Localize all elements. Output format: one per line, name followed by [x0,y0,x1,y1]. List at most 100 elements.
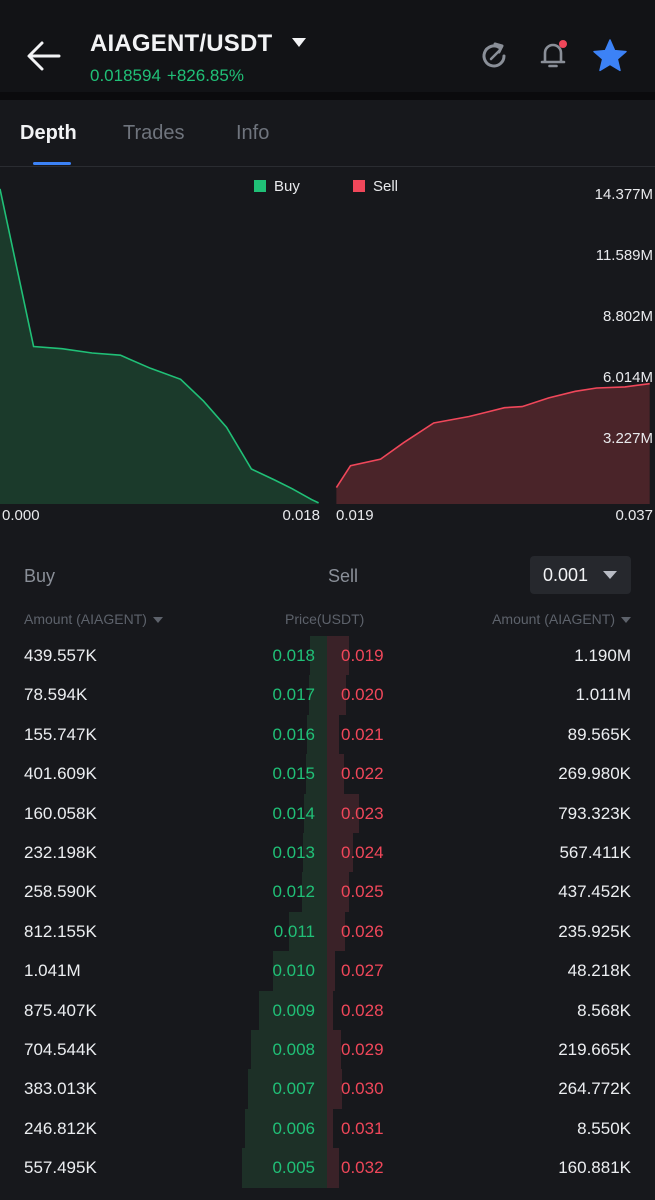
col-amount-sell[interactable]: Amount (AIAGENT) [492,611,631,627]
bell-icon[interactable] [536,38,570,72]
buy-price: 0.017 [272,685,315,705]
sell-depth-bar [327,636,349,676]
sell-price: 0.022 [341,764,384,784]
orderbook-row[interactable]: 401.609K 0.015 0.022 269.980K [0,754,655,794]
y-tick-label: 6.014M [603,369,653,386]
buy-depth-bar [259,990,327,1030]
legend-swatch-buy [254,180,266,192]
buy-amount: 875.407K [24,1000,97,1020]
buy-side-label: Buy [24,566,56,586]
top-bar: AIAGENT/USDT 0.018594 +826.85% [0,0,655,92]
sell-amount: 437.452K [558,882,631,902]
buy-depth-bar [273,951,327,991]
orderbook-row[interactable]: 812.155K 0.011 0.026 235.925K [0,911,655,952]
tab-info[interactable]: Info [236,122,270,144]
sell-amount: 235.925K [558,921,631,941]
buy-depth-bar [245,1108,327,1149]
pair-dropdown-caret-icon[interactable] [292,38,306,47]
sell-depth-bar [327,911,345,952]
tab-depth[interactable]: Depth [20,122,77,144]
price-summary: 0.018594 +826.85% [90,66,244,86]
buy-depth-bar [248,1069,327,1109]
notification-dot [559,40,567,48]
sell-depth-bar [327,872,349,912]
sell-amount: 8.568K [577,1000,631,1020]
buy-amount: 383.013K [24,1079,97,1099]
caret-down-icon [621,617,631,624]
orderbook-row[interactable]: 557.495K 0.005 0.032 160.881K [0,1148,655,1188]
col-amount-sell-label: Amount (AIAGENT) [492,611,615,627]
sell-area [336,383,650,504]
sell-price: 0.020 [341,685,384,705]
buy-price: 0.010 [272,961,315,981]
buy-price: 0.007 [272,1079,315,1099]
sell-depth-bar [327,990,333,1030]
sell-amount: 269.980K [558,764,631,784]
sell-price: 0.021 [341,724,384,744]
sell-depth-bar [327,833,353,873]
sell-amount: 793.323K [558,803,631,823]
header-divider [0,92,655,100]
buy-price: 0.011 [273,921,315,941]
precision-value: 0.001 [543,565,589,585]
precision-select[interactable]: 0.001 [530,556,631,594]
tab-bar: Depth Trades Info [0,100,655,167]
sell-depth-bar [327,793,359,833]
orderbook-row[interactable]: 155.747K 0.016 0.021 89.565K [0,714,655,755]
orderbook-row[interactable]: 160.058K 0.014 0.023 793.323K [0,793,655,833]
buy-price: 0.016 [272,724,315,744]
sell-price: 0.025 [341,882,384,902]
legend-swatch-sell [353,180,365,192]
orderbook-row[interactable]: 246.812K 0.006 0.031 8.550K [0,1108,655,1149]
buy-depth-bar [306,754,327,794]
orderbook-row[interactable]: 704.544K 0.008 0.029 219.665K [0,1030,655,1070]
y-tick-label: 3.227M [603,430,653,447]
buy-amount: 78.594K [24,685,88,705]
buy-price: 0.013 [272,843,315,862]
sell-line [335,382,650,489]
sell-amount: 8.550K [577,1118,631,1138]
sell-amount: 219.665K [558,1040,631,1059]
orderbook-row[interactable]: 78.594K 0.017 0.020 1.011M [0,675,655,715]
sell-amount: 264.772K [558,1079,631,1099]
sell-price: 0.032 [341,1158,384,1178]
legend-label-buy: Buy [274,178,300,195]
buy-depth-bar [289,911,327,952]
orderbook: 439.557K 0.018 0.019 1.190M 78.594K 0.017 0.02… [0,636,655,1200]
tab-trades[interactable]: Trades [123,122,185,144]
buy-depth-bar [251,1030,327,1070]
sell-amount: 160.881K [558,1158,631,1178]
refresh-icon[interactable] [478,40,510,72]
sell-depth-bar [327,1108,333,1149]
orderbook-row[interactable]: 258.590K 0.012 0.025 437.452K [0,872,655,912]
y-tick-label: 14.377M [595,186,653,203]
back-arrow-icon[interactable] [26,38,62,74]
y-tick-label: 8.802M [603,308,653,325]
orderbook-row[interactable]: 875.407K 0.009 0.028 8.568K [0,990,655,1030]
buy-depth-bar [302,872,327,912]
buy-amount: 1.041M [24,961,81,981]
orderbook-row[interactable]: 439.557K 0.018 0.019 1.190M [0,636,655,676]
buy-price: 0.009 [272,1000,315,1020]
col-amount-buy-label: Amount (AIAGENT) [24,611,147,627]
buy-amount: 439.557K [24,646,97,665]
last-price: 0.018594 [90,66,161,85]
orderbook-row[interactable]: 383.013K 0.007 0.030 264.772K [0,1069,655,1109]
price-change: +826.85% [166,66,244,85]
buy-amount: 246.812K [24,1118,97,1138]
sell-amount: 48.218K [567,961,631,981]
buy-price: 0.015 [272,764,315,784]
sell-price: 0.028 [341,1000,384,1020]
sell-price: 0.019 [341,646,384,665]
depth-chart[interactable]: Buy Sell 14.377M 11.589M 8.802M 6.014M 3.227M 0… [0,168,655,538]
buy-amount: 160.058K [24,803,97,823]
orderbook-row[interactable]: 1.041M 0.010 0.027 48.218K [0,951,655,991]
orderbook-row[interactable]: 232.198K 0.013 0.024 567.411K [0,833,655,873]
buy-area [0,188,319,504]
caret-down-icon [152,617,163,624]
active-tab-indicator [33,162,71,165]
star-icon[interactable] [592,38,628,74]
col-amount-buy[interactable]: Amount (AIAGENT) [24,611,163,627]
sell-depth-bar [327,1030,341,1070]
pair-title[interactable]: AIAGENT/USDT [90,30,273,57]
